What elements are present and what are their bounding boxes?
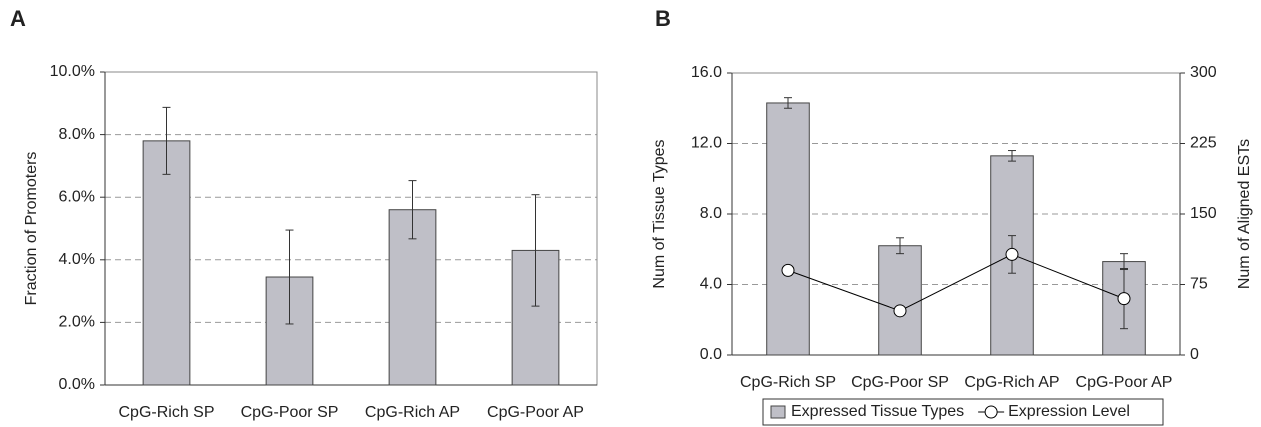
y-tick-label: 8.0% (59, 126, 95, 143)
x-tick-label: CpG-Rich AP (964, 374, 1059, 391)
line-marker (893, 304, 907, 318)
x-tick-label: CpG-Poor SP (851, 374, 949, 391)
y2-tick-label: 300 (1190, 64, 1217, 81)
y-tick-label: 8.0 (700, 205, 722, 222)
x-tick-label: CpG-Rich SP (118, 404, 214, 421)
y2-tick-label: 0 (1190, 346, 1199, 363)
y-tick-label: 4.0 (700, 276, 722, 293)
y-tick-label: 0.0 (700, 346, 722, 363)
y2-axis-label: Num of Aligned ESTs (1236, 139, 1253, 289)
y-axis-label: Fraction of Promoters (23, 152, 40, 306)
line-marker (1005, 247, 1019, 261)
y2-tick-label: 225 (1190, 135, 1217, 152)
y-tick-label: 12.0 (691, 135, 722, 152)
legend-label: Expression Level (1008, 403, 1130, 420)
x-tick-label: CpG-Poor SP (241, 404, 339, 421)
x-tick-label: CpG-Rich AP (365, 404, 460, 421)
line-marker (1117, 292, 1131, 306)
y-tick-label: 16.0 (691, 64, 722, 81)
bar (766, 102, 810, 356)
line-marker (781, 263, 795, 277)
legend-label: Expressed Tissue Types (791, 403, 964, 420)
x-tick-label: CpG-Rich SP (740, 374, 836, 391)
y-axis-label: Num of Tissue Types (651, 139, 668, 288)
y2-tick-label: 75 (1190, 276, 1208, 293)
x-tick-label: CpG-Poor AP (487, 404, 584, 421)
y2-tick-label: 150 (1190, 205, 1217, 222)
panel-label: B (655, 6, 671, 31)
legend-marker (984, 405, 998, 419)
y-tick-label: 6.0% (59, 188, 95, 205)
y-tick-label: 4.0% (59, 251, 95, 268)
legend-box (762, 398, 1164, 426)
bar (142, 140, 191, 386)
legend-swatch (770, 405, 786, 419)
y-tick-label: 2.0% (59, 314, 95, 331)
y-tick-label: 10.0% (50, 63, 95, 80)
x-tick-label: CpG-Poor AP (1076, 374, 1173, 391)
line (787, 253, 1125, 312)
y-tick-label: 0.0% (59, 376, 95, 393)
panel-label: A (10, 6, 26, 31)
bar (878, 245, 922, 356)
